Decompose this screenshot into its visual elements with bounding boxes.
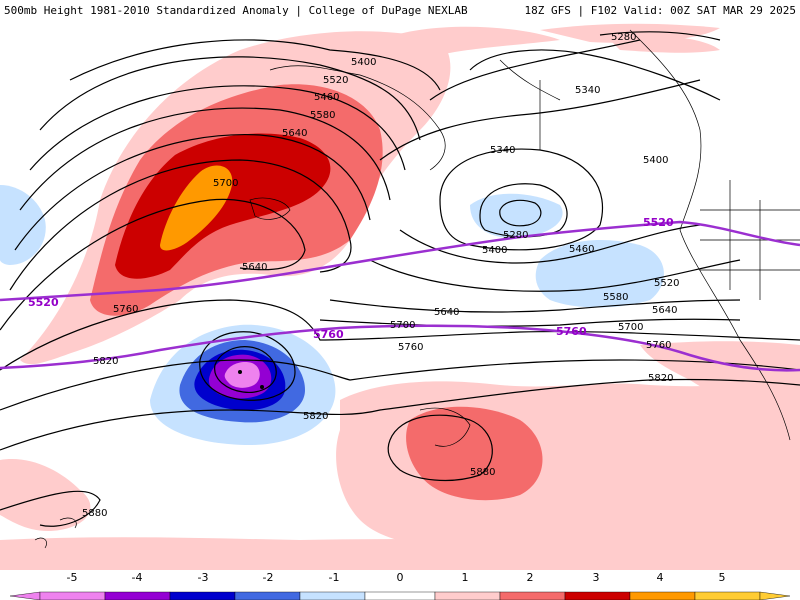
contour-label: 5820 [648, 373, 673, 384]
colorbar-segment-pos3 [564, 591, 631, 600]
highlight-contours [0, 220, 800, 372]
map-header: 500mb Height 1981-2010 Standardized Anom… [0, 0, 800, 22]
contour-label: 5520 [654, 278, 679, 289]
colorbar-segment-zero [364, 591, 436, 600]
colorbar-label: 2 [527, 571, 534, 584]
positive-anomaly-4 [160, 165, 233, 251]
contour-label: 5580 [310, 110, 335, 121]
colorbar-label: 5 [719, 571, 726, 584]
contour-label: 5640 [282, 128, 307, 139]
contour-label: 5460 [314, 92, 339, 103]
colorbar-segment-pos4 [629, 591, 696, 600]
colorbar-segment-neg1 [299, 591, 366, 600]
colorbar-label: -3 [198, 571, 209, 584]
contour-label: 5880 [470, 467, 495, 478]
colorbar-label: 3 [593, 571, 600, 584]
colorbar-legend: -5 -4 -3 -2 -1 0 1 2 3 4 5 [0, 570, 800, 600]
contour-label: 5280 [611, 32, 636, 43]
contour-label: 5820 [303, 411, 328, 422]
colorbar-min-arrow [9, 591, 41, 600]
highlight-contour-label: 5760 [313, 328, 344, 341]
colorbar-segment-neg4 [104, 591, 171, 600]
contour-label: 5640 [242, 262, 267, 273]
model-run-info: 18Z GFS | F102 Valid: 00Z SAT MAR 29 202… [524, 4, 796, 17]
colorbar-segment-neg2 [234, 591, 301, 600]
colorbar-label: -5 [67, 571, 78, 584]
contour-label: 5880 [82, 508, 107, 519]
colorbar-label: 0 [397, 571, 404, 584]
contour-label: 5400 [351, 57, 376, 68]
contour-label: 5760 [398, 342, 423, 353]
colorbar-label: 4 [657, 571, 664, 584]
anomaly-map: 5400 5520 5460 5580 5640 5700 5280 5340 … [0, 22, 800, 570]
negative-anomaly-5 [224, 362, 260, 388]
colorbar-segment-pos1 [434, 591, 501, 600]
contour-label: 5640 [434, 307, 459, 318]
highlight-contour-label: 5520 [643, 216, 674, 229]
contour-label: 5400 [643, 155, 668, 166]
contour-label: 5760 [646, 340, 671, 351]
contour-label: 5340 [575, 85, 600, 96]
map-title: 500mb Height 1981-2010 Standardized Anom… [4, 4, 468, 17]
contour-label: 5820 [93, 356, 118, 367]
contour-label-group: 5400 5520 5460 5580 5640 5700 5280 5340 … [28, 32, 679, 519]
colorbar-segment-neg3 [169, 591, 236, 600]
contour-label: 5580 [603, 292, 628, 303]
colorbar-label: -2 [263, 571, 274, 584]
contour-label: 5700 [213, 178, 238, 189]
low-center-dot-icon [238, 370, 242, 374]
highlight-contour-label: 5520 [28, 296, 59, 309]
colorbar-segment-pos2 [499, 591, 566, 600]
colorbar-tick-labels: -5 -4 -3 -2 -1 0 1 2 3 4 5 [67, 571, 726, 584]
coastlines [34, 29, 800, 549]
colorbar-max-arrow [759, 591, 791, 600]
highlight-contour-label: 5760 [556, 325, 587, 338]
contour-label: 5340 [490, 145, 515, 156]
low-center-dot-icon [260, 385, 264, 389]
height-contours [0, 31, 800, 527]
contour-label: 5700 [618, 322, 643, 333]
contour-label: 5280 [503, 230, 528, 241]
contour-label: 5700 [390, 320, 415, 331]
colorbar-label: 1 [462, 571, 469, 584]
contour-label: 5400 [482, 245, 507, 256]
colorbar-segment-neg5 [39, 591, 106, 600]
contour-label: 5760 [113, 304, 138, 315]
contour-label: 5640 [652, 305, 677, 316]
contour-label: 5460 [569, 244, 594, 255]
contour-label: 5520 [323, 75, 348, 86]
colorbar-label: -1 [329, 571, 340, 584]
colorbar-segment-pos5 [694, 591, 761, 600]
colorbar-label: -4 [132, 571, 143, 584]
